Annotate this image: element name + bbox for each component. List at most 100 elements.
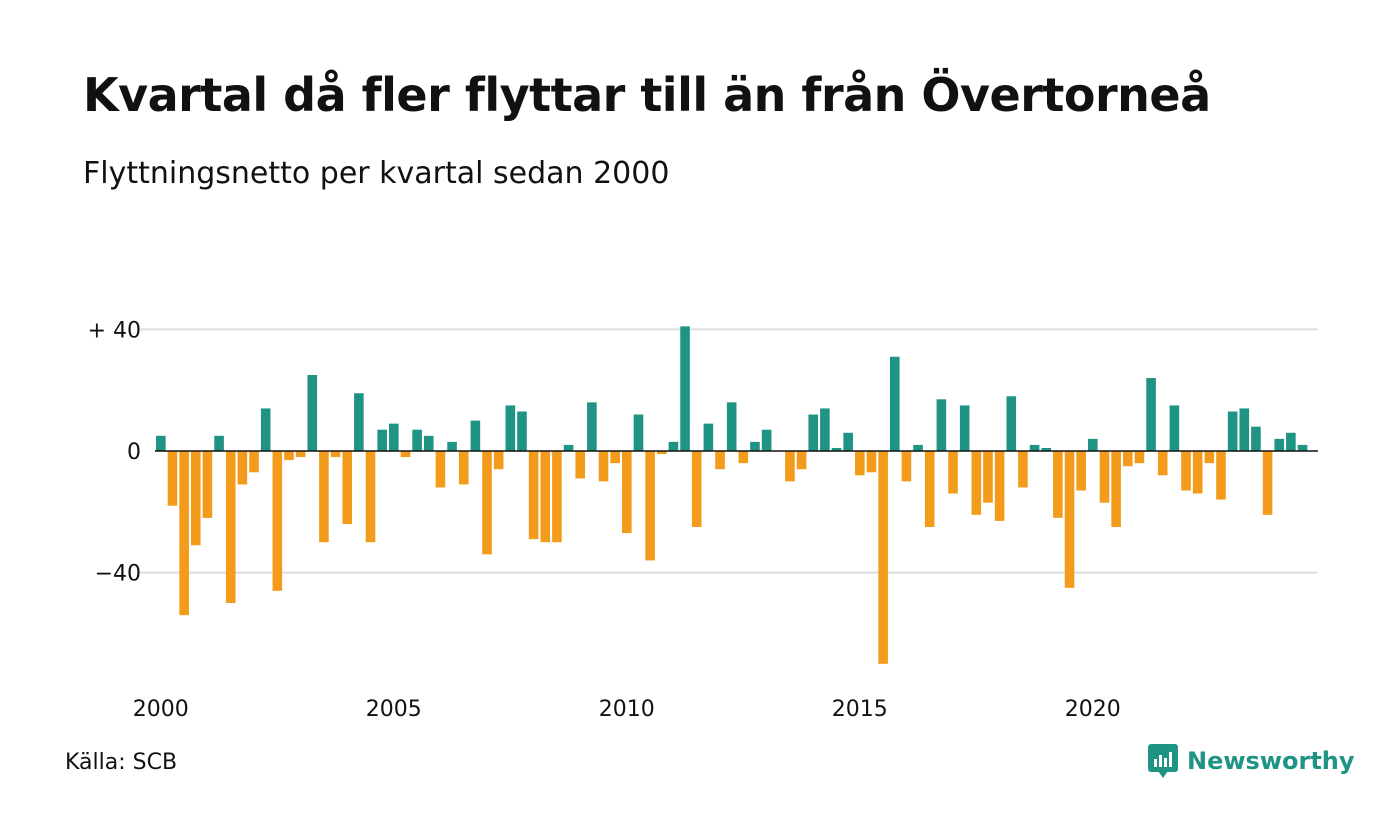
y-tick-label: −40 xyxy=(95,562,141,587)
bar xyxy=(610,451,620,464)
bar xyxy=(1227,411,1238,451)
bar xyxy=(820,408,830,451)
brand-name: Newsworthy xyxy=(1187,747,1355,775)
bar xyxy=(435,451,446,488)
bar xyxy=(307,375,318,451)
bar xyxy=(983,451,993,503)
bar xyxy=(237,451,248,485)
bar xyxy=(587,402,597,451)
bar xyxy=(1088,438,1098,451)
bar xyxy=(761,429,772,451)
bar xyxy=(959,405,970,451)
bar xyxy=(167,451,178,506)
bar xyxy=(680,326,690,451)
bar xyxy=(1029,444,1040,451)
bar xyxy=(715,451,725,470)
bar xyxy=(866,451,877,473)
bar xyxy=(1251,426,1261,451)
bar xyxy=(482,451,492,555)
bar xyxy=(750,441,760,451)
bar xyxy=(563,444,574,451)
x-tick-label: 2020 xyxy=(1065,697,1121,722)
bar xyxy=(1053,451,1063,518)
y-tick-label: + 40 xyxy=(88,318,141,343)
bar xyxy=(1181,451,1191,491)
bar-chart: + 40 0 −40 2000 2005 2010 2015 2020 xyxy=(88,318,1318,722)
bar xyxy=(1122,451,1133,467)
newsworthy-icon xyxy=(1148,744,1178,778)
bar xyxy=(400,451,411,458)
bar xyxy=(552,451,562,543)
bar xyxy=(412,429,422,451)
bar xyxy=(913,444,923,451)
bar xyxy=(249,451,259,473)
bar xyxy=(994,451,1005,521)
bar xyxy=(517,411,527,451)
x-tick-label: 2015 xyxy=(832,697,888,722)
bar xyxy=(575,451,586,479)
bar xyxy=(1064,451,1075,588)
bar xyxy=(878,451,888,664)
bar xyxy=(284,451,294,461)
y-tick-label: 0 xyxy=(127,440,141,465)
bar xyxy=(1286,432,1296,451)
bar xyxy=(319,451,329,543)
bar xyxy=(295,451,306,458)
bar xyxy=(668,441,679,451)
bar xyxy=(1262,451,1273,515)
bar xyxy=(272,451,283,591)
bar xyxy=(1192,451,1203,494)
bar xyxy=(1076,451,1086,491)
bar xyxy=(1111,451,1121,527)
bar xyxy=(796,451,807,470)
bar xyxy=(1216,451,1226,500)
bar xyxy=(330,451,341,458)
bar xyxy=(156,435,166,451)
bar xyxy=(633,414,644,451)
bar xyxy=(1006,396,1017,451)
bar xyxy=(691,451,702,527)
bar xyxy=(831,447,842,451)
bar xyxy=(377,429,387,451)
bar xyxy=(354,393,364,451)
bar xyxy=(738,451,749,464)
x-tick-label: 2010 xyxy=(599,697,655,722)
bar xyxy=(365,451,376,543)
bar xyxy=(1134,451,1145,464)
grid-layer xyxy=(140,328,1318,574)
bar xyxy=(202,451,213,518)
x-tick-label: 2000 xyxy=(133,697,189,722)
bar xyxy=(726,402,737,451)
bar xyxy=(622,451,632,534)
bar xyxy=(656,451,667,455)
bar xyxy=(855,451,865,476)
bar xyxy=(1041,447,1052,451)
axis-layer: + 40 0 −40 2000 2005 2010 2015 2020 xyxy=(88,318,1318,722)
bar xyxy=(260,408,271,451)
bar xyxy=(225,451,236,603)
bar xyxy=(936,399,947,451)
bar xyxy=(1204,451,1215,464)
bar xyxy=(179,451,189,616)
bar xyxy=(924,451,935,527)
bar xyxy=(423,435,434,451)
bar xyxy=(889,356,900,451)
bar xyxy=(703,423,714,451)
bar xyxy=(1018,451,1028,488)
bar xyxy=(470,420,481,451)
bar xyxy=(1274,438,1285,451)
bar xyxy=(971,451,982,515)
chart-subtitle: Flyttningsnetto per kvartal sedan 2000 xyxy=(83,156,670,191)
bar xyxy=(528,451,539,540)
bar xyxy=(214,435,224,451)
bar xyxy=(447,441,457,451)
bar xyxy=(190,451,201,546)
bar xyxy=(540,451,551,543)
bar xyxy=(645,451,655,561)
bar xyxy=(1239,408,1250,451)
bar xyxy=(1169,405,1180,451)
bar xyxy=(598,451,609,482)
bar xyxy=(1099,451,1110,503)
bar xyxy=(505,405,516,451)
bar xyxy=(1297,444,1308,451)
